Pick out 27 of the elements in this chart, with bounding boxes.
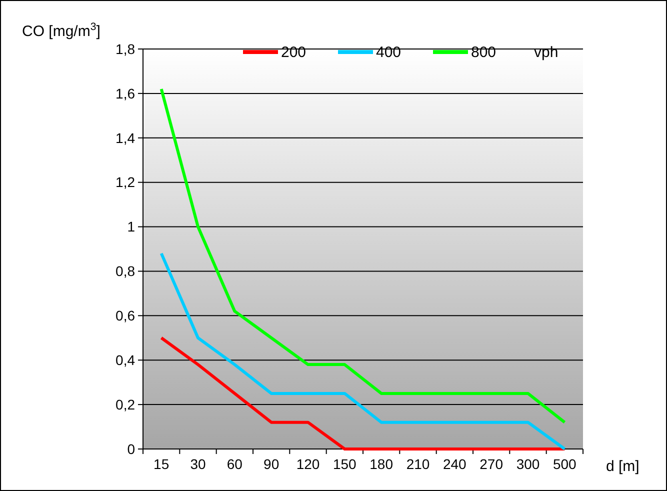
line-series	[160, 88, 566, 424]
x-tick-label: 150	[332, 456, 357, 472]
x-tick-label: 240	[442, 456, 467, 472]
line-series	[160, 252, 566, 450]
y-tick-label: 1,6	[116, 85, 136, 102]
y-axis-title: CO [mg/m$^{3}$]	[22, 21, 100, 40]
x-tick-label: 120	[296, 456, 320, 472]
x-tick-label: 270	[480, 456, 504, 472]
y-tick-label: 1	[127, 218, 136, 235]
y-tick-label: 1,4	[116, 130, 136, 146]
x-tick-label: 180	[370, 456, 394, 472]
y-tick-label: 0,6	[116, 308, 136, 324]
y-tick-label: 0,8	[116, 263, 136, 280]
x-tick-label: 15	[154, 456, 170, 472]
x-tick-label: 500	[552, 456, 577, 472]
y-tick-label: 1,2	[116, 174, 136, 190]
y-tick-label: 0,4	[116, 352, 136, 368]
x-axis-title: d [m]	[606, 458, 640, 475]
x-tick-label: 300	[516, 456, 540, 472]
x-tick-label: 90	[264, 456, 280, 472]
y-tick-label: 1,8	[116, 40, 136, 57]
x-tick-label: 60	[226, 456, 243, 472]
x-tick-label: 210	[406, 456, 430, 472]
line-series	[160, 336, 566, 450]
y-tick-label: 0	[127, 440, 136, 457]
x-tick-label: 30	[190, 456, 206, 472]
y-tick-label: 0,2	[116, 396, 136, 412]
